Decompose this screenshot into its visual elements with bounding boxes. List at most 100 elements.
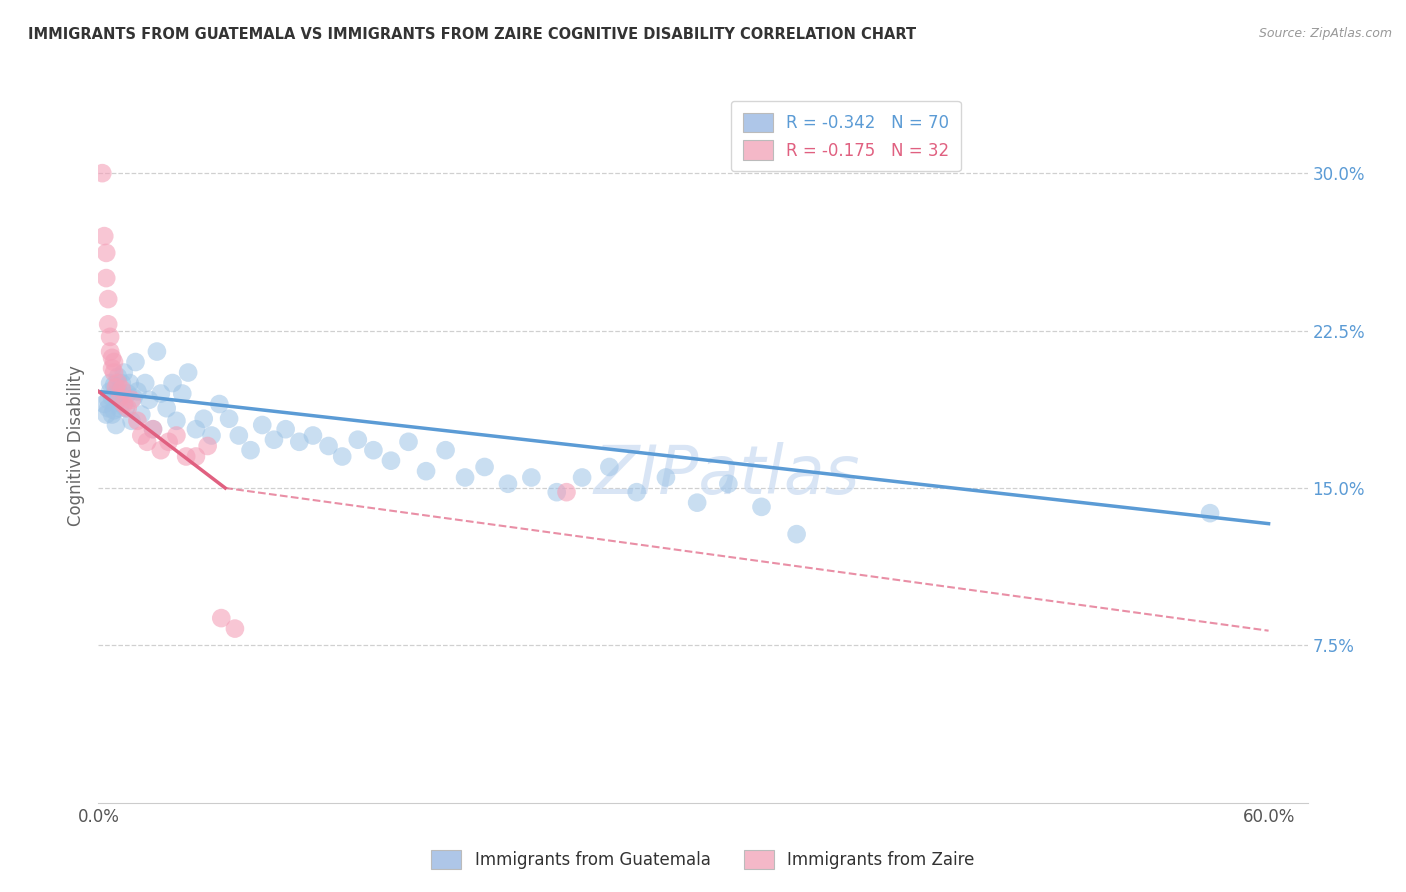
Point (571, 470, 593, 484)
Point (415, 464, 437, 478)
Legend: Immigrants from Guatemala, Immigrants from Zaire: Immigrants from Guatemala, Immigrants fr… (422, 840, 984, 880)
Point (101, 351, 124, 365)
Point (363, 443, 385, 458)
Point (156, 401, 179, 416)
Point (274, 422, 297, 436)
Point (318, 439, 340, 453)
Point (96, 271, 118, 285)
Point (97, 401, 120, 416)
Point (224, 622, 246, 636)
Point (96, 246, 118, 260)
Point (108, 391, 131, 405)
Point (107, 369, 129, 384)
Point (218, 411, 240, 425)
Point (98, 376, 121, 390)
Point (91, 166, 114, 180)
Point (751, 500, 773, 514)
Point (598, 460, 620, 475)
Point (208, 397, 231, 411)
Point (136, 434, 159, 449)
Point (1199, 506, 1222, 520)
Point (97, 392, 120, 407)
Point (107, 392, 129, 407)
Point (121, 414, 143, 428)
Point (134, 376, 156, 390)
Point (209, 611, 232, 625)
Point (138, 392, 160, 407)
Point (626, 485, 648, 500)
Point (93, 397, 115, 411)
Point (302, 428, 325, 442)
Point (96, 408, 118, 422)
Point (228, 428, 250, 442)
Point (184, 450, 207, 464)
Point (717, 476, 740, 491)
Point (108, 401, 131, 416)
Point (146, 344, 169, 359)
Point (98, 330, 121, 344)
Point (117, 386, 139, 401)
Point (112, 366, 135, 380)
Point (111, 382, 134, 396)
Point (193, 411, 215, 425)
Point (107, 376, 129, 390)
Y-axis label: Cognitive Disability: Cognitive Disability (66, 366, 84, 526)
Text: IMMIGRANTS FROM GUATEMALA VS IMMIGRANTS FROM ZAIRE COGNITIVE DISABILITY CORRELAT: IMMIGRANTS FROM GUATEMALA VS IMMIGRANTS … (28, 27, 917, 42)
Point (786, 527, 808, 541)
Point (127, 384, 149, 399)
Point (114, 401, 136, 416)
Point (104, 386, 127, 401)
Point (97, 292, 120, 306)
Point (346, 433, 368, 447)
Point (330, 450, 353, 464)
Point (108, 386, 131, 401)
Point (496, 476, 519, 491)
Point (149, 386, 172, 401)
Point (184, 422, 207, 436)
Point (288, 434, 311, 449)
Text: ZIPatlas: ZIPatlas (593, 442, 860, 508)
Point (546, 485, 568, 500)
Point (454, 470, 477, 484)
Point (474, 460, 496, 475)
Point (263, 433, 285, 447)
Point (101, 391, 124, 405)
Point (165, 428, 187, 442)
Point (98, 384, 121, 399)
Point (97, 318, 120, 332)
Point (121, 392, 143, 407)
Point (380, 453, 402, 467)
Point (434, 443, 457, 458)
Point (165, 414, 187, 428)
Text: Source: ZipAtlas.com: Source: ZipAtlas.com (1258, 27, 1392, 40)
Point (174, 450, 197, 464)
Point (131, 408, 153, 422)
Point (686, 496, 709, 510)
Point (118, 376, 141, 390)
Point (122, 391, 145, 405)
Point (197, 439, 219, 453)
Point (103, 403, 125, 417)
Point (104, 417, 127, 432)
Point (127, 414, 149, 428)
Point (239, 443, 262, 458)
Point (200, 428, 222, 442)
Point (101, 361, 124, 376)
Point (252, 417, 274, 432)
Point (142, 422, 165, 436)
Point (104, 380, 127, 394)
Point (93, 229, 115, 244)
Point (124, 355, 146, 369)
Point (555, 485, 578, 500)
Point (177, 366, 200, 380)
Point (655, 470, 678, 484)
Point (98, 344, 121, 359)
Point (520, 470, 543, 484)
Point (149, 443, 172, 458)
Point (172, 386, 194, 401)
Point (103, 378, 125, 392)
Point (103, 355, 125, 369)
Point (112, 397, 135, 411)
Point (111, 376, 134, 390)
Point (142, 422, 165, 436)
